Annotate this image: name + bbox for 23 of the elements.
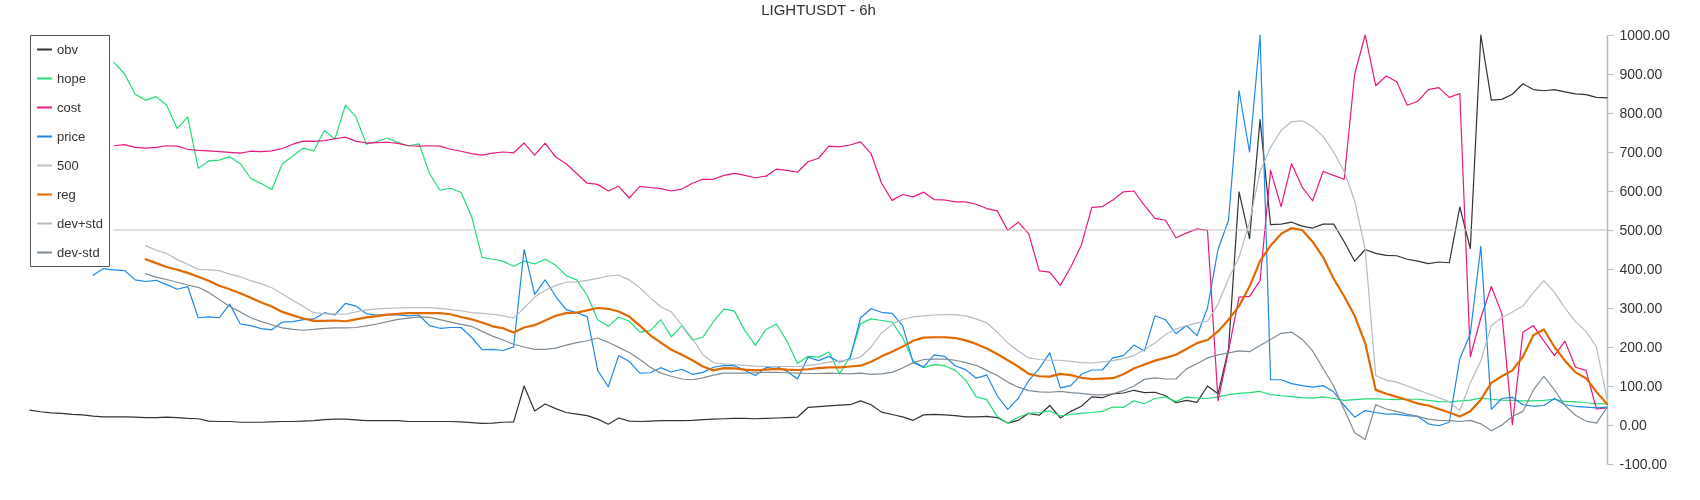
y-tick-label: 100.00 <box>1619 377 1663 394</box>
legend-label: cost <box>57 99 82 115</box>
y-tick-label: 500.00 <box>1619 221 1663 238</box>
line-series <box>145 273 1608 441</box>
legend-label: reg <box>57 186 76 202</box>
y-tick-label: 900.00 <box>1619 65 1663 82</box>
y-tick-label: 1000.00 <box>1619 26 1671 43</box>
y-tick-label: 400.00 <box>1619 260 1663 277</box>
chart-title: LIGHTUSDT - 6h <box>761 1 876 18</box>
y-tick-label: 0.00 <box>1619 416 1647 433</box>
legend-label: dev-std <box>57 244 100 260</box>
line-series <box>144 226 1609 418</box>
legend-label: 500 <box>57 157 79 173</box>
legend-label: hope <box>57 70 86 86</box>
y-tick-label: 700.00 <box>1619 143 1663 160</box>
y-tick-label: 800.00 <box>1619 104 1663 121</box>
y-tick-label: -100.00 <box>1619 455 1668 472</box>
y-tick-label: 600.00 <box>1619 182 1663 199</box>
y-tick-label: 300.00 <box>1619 299 1663 316</box>
legend-label: price <box>57 128 86 144</box>
legend-label: obv <box>57 41 79 57</box>
legend-label: dev+std <box>57 215 103 231</box>
y-tick-label: 200.00 <box>1619 338 1663 355</box>
